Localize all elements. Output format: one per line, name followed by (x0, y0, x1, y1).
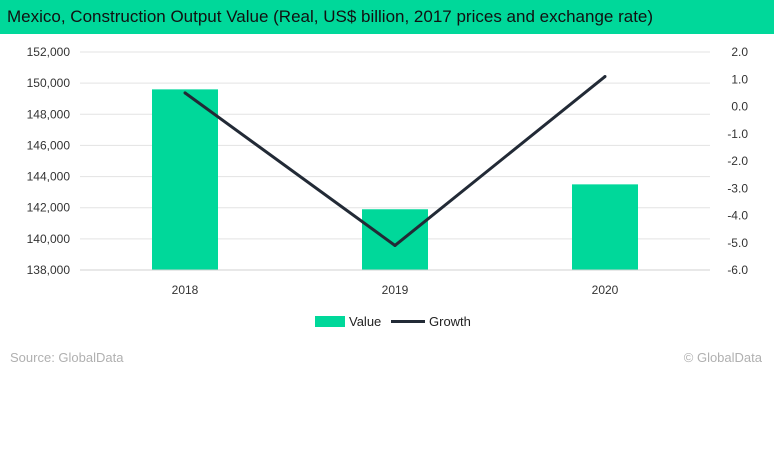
left-axis-tick-label: 144,000 (27, 170, 71, 184)
x-axis-tick-label: 2018 (172, 283, 199, 297)
chart-canvas: 138,000 140,000 142,000 144,000 146,000 148,0… (27, 45, 749, 297)
right-axis-tick-label: -5.0 (727, 236, 748, 250)
right-axis-tick-label: -6.0 (727, 263, 748, 277)
left-axis-tick-label: 140,000 (27, 232, 71, 246)
legend-swatch-value (315, 316, 345, 327)
left-axis-tick-label: 148,000 (27, 107, 71, 121)
right-axis-tick-label: 2.0 (731, 45, 748, 59)
legend-item-growth: Growth (391, 314, 471, 329)
right-axis-tick-label: -3.0 (727, 181, 748, 195)
growth-point (183, 91, 187, 95)
x-axis: 2018 2019 2020 (80, 269, 710, 297)
growth-point (393, 243, 397, 247)
value-bar (572, 184, 638, 270)
copyright-note: © GlobalData (683, 350, 762, 365)
chart-title: Mexico, Construction Output Value (Real,… (7, 7, 654, 26)
right-axis-tick-label: -1.0 (727, 127, 748, 141)
left-axis-tick-label: 138,000 (27, 263, 71, 277)
legend-item-value: Value (315, 314, 381, 329)
left-axis-tick-label: 152,000 (27, 45, 71, 59)
value-bars (152, 89, 638, 270)
left-axis-tick-label: 150,000 (27, 76, 71, 90)
right-axis-tick-label: -4.0 (727, 209, 748, 223)
left-axis: 138,000 140,000 142,000 144,000 146,000 148,0… (27, 45, 71, 277)
right-axis-tick-label: -2.0 (727, 154, 748, 168)
right-axis-tick-label: 0.0 (731, 100, 748, 114)
right-axis: -6.0 -5.0 -4.0 -3.0 -2.0 -1.0 0.0 1.0 2.0 (727, 45, 748, 277)
title-bar: Mexico, Construction Output Value (Real,… (0, 0, 774, 34)
left-axis-tick-label: 146,000 (27, 138, 71, 152)
growth-point (603, 75, 607, 79)
source-note: Source: GlobalData (10, 350, 124, 365)
x-axis-tick-label: 2020 (592, 283, 619, 297)
x-axis-tick-label: 2019 (382, 283, 409, 297)
value-bar (152, 89, 218, 270)
legend-label-growth: Growth (429, 314, 471, 329)
growth-line (183, 75, 607, 247)
legend-label-value: Value (349, 314, 382, 329)
value-bar (362, 209, 428, 270)
right-axis-tick-label: 1.0 (731, 72, 748, 86)
legend-swatch-growth (391, 320, 425, 323)
left-axis-tick-label: 142,000 (27, 201, 71, 215)
legend: Value Growth (0, 314, 774, 332)
